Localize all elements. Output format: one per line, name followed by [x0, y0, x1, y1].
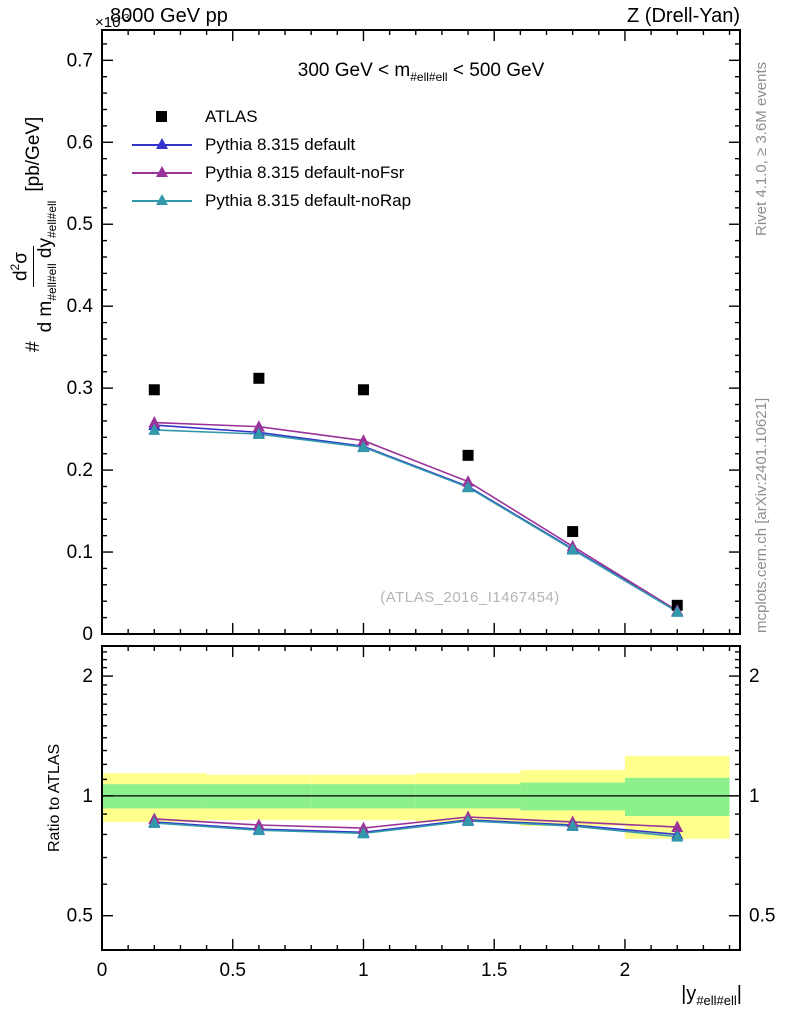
series-line [154, 424, 678, 613]
legend-label: ATLAS [205, 107, 258, 126]
y-tick-label: 0 [82, 624, 93, 645]
y-axis-fraction: d2σ d m#ell#ell dy#ell#ell [8, 201, 60, 333]
data-point-marker [357, 434, 370, 446]
panel-title-subscript: #ell#ell [410, 69, 448, 84]
denominator-dy: dy [35, 238, 57, 264]
ratio-point-marker [252, 823, 265, 836]
legend: ATLAS Pythia 8.315 default Pythia 8.315 de… [132, 103, 411, 215]
ratio-series-line [154, 816, 678, 829]
x-tick-label: 1.5 [481, 960, 507, 981]
ratio-tick-label-right: 1 [749, 786, 760, 807]
x-tick-label: 0 [97, 960, 108, 981]
ratio-tick-label-right: 0.5 [749, 906, 775, 927]
data-point-marker [252, 427, 265, 440]
ratio-point-marker [462, 814, 475, 826]
data-point-marker [567, 526, 579, 538]
ratio-tick-label-left: 1 [82, 786, 93, 807]
data-point-marker [671, 605, 684, 617]
y-tick-label: 0.1 [67, 542, 93, 563]
ratio-tick-label-left: 2 [82, 666, 93, 687]
y-tick-label: 0.7 [67, 50, 93, 71]
ratio-series-line [154, 820, 678, 838]
ratio-inner-band [624, 777, 730, 817]
ratio-point-marker [566, 819, 579, 832]
triangle-marker-icon [132, 136, 192, 154]
data-point-marker [566, 543, 579, 555]
process-title: Z (Drell-Yan) [627, 5, 740, 27]
square-marker-icon [132, 108, 192, 126]
y-tick-label: 0.6 [67, 132, 93, 153]
x-tick-label: 0.5 [220, 960, 246, 981]
legend-item-atlas: ATLAS [132, 103, 411, 131]
data-point-marker [252, 420, 265, 432]
denominator-sub2: #ell#ell [44, 200, 59, 239]
legend-item-pythia-default: Pythia 8.315 default [132, 131, 411, 159]
y-axis-exponent: ×10-3 [95, 13, 129, 31]
x-axis-label: |y#ell#ell| [681, 983, 742, 1008]
numerator-d: d [10, 270, 32, 282]
ratio-panel-frame [101, 645, 741, 951]
ratio-series-line [154, 819, 678, 836]
y-tick-label: 0.5 [67, 214, 93, 235]
y-axis-label-prefix: # [22, 341, 44, 352]
rivet-version-note: Rivet 4.1.0, ≥ 3.6M events [753, 61, 770, 236]
y-tick-label: 0.3 [67, 378, 93, 399]
series-line [154, 421, 678, 612]
legend-item-pythia-default-nofsr: Pythia 8.315 default-noFsr [132, 159, 411, 187]
numerator-power: 2 [8, 263, 22, 271]
y-axis-label-units: [pb/GeV] [22, 116, 44, 192]
panel-title-pre: 300 GeV < m [297, 60, 411, 81]
data-point-marker [462, 480, 475, 493]
legend-label: Pythia 8.315 default [205, 135, 356, 154]
legend-item-pythia-default-norap: Pythia 8.315 default-noRap [132, 187, 411, 215]
denominator-dm: d m [35, 300, 57, 333]
series-line [154, 429, 678, 613]
numerator-sigma: σ [10, 252, 32, 264]
legend-label: Pythia 8.315 default-noFsr [205, 163, 405, 182]
ratio-point-marker [671, 820, 684, 833]
x-label-pre: |y [681, 983, 697, 1005]
data-point-marker [148, 423, 161, 435]
data-point-marker [253, 372, 265, 384]
ratio-axis-label: Ratio to ATLAS [46, 743, 63, 852]
panel-title-post: < 500 GeV [447, 60, 545, 81]
denominator-sub1: #ell#ell [44, 263, 59, 301]
x-label-post: | [736, 983, 742, 1005]
y-tick-label: 0.4 [67, 296, 94, 317]
ratio-tick-label-right: 2 [749, 666, 760, 687]
ratio-tick-label-left: 0.5 [67, 906, 93, 927]
beam-energy-title: 8000 GeV pp [110, 5, 228, 27]
ratio-point-marker [148, 816, 161, 828]
main-panel-frame [101, 29, 741, 635]
triangle-marker-icon [132, 192, 192, 210]
y-tick-label: 0.2 [67, 460, 93, 481]
x-tick-label: 2 [620, 960, 631, 981]
data-point-marker [357, 384, 369, 396]
panel-title: 300 GeV < m#ell#ell < 500 GeV [102, 60, 740, 84]
x-tick-label: 1 [358, 960, 369, 981]
data-point-marker [148, 416, 161, 428]
mcplots-reference-note: mcplots.cern.ch [arXiv:2401.10621] [753, 397, 770, 633]
fraction-denominator: d m#ell#ell dy#ell#ell [34, 201, 60, 333]
y-axis-label: # d2σ d m#ell#ell dy#ell#ell [pb/GeV] [8, 117, 60, 352]
ratio-point-marker [357, 826, 370, 839]
fraction-numerator: d2σ [8, 246, 35, 288]
legend-label: Pythia 8.315 default-noRap [205, 191, 412, 210]
exponent-base: ×10 [95, 14, 121, 31]
exponent-power: -3 [120, 13, 130, 24]
ratio-point-marker [671, 830, 684, 842]
analysis-watermark: (ATLAS_2016_I1467454) [380, 589, 560, 606]
data-point-marker [357, 440, 370, 453]
x-label-subscript: #ell#ell [696, 993, 737, 1008]
data-point-marker [462, 449, 474, 461]
triangle-marker-icon [132, 164, 192, 182]
data-point-marker [148, 384, 160, 396]
